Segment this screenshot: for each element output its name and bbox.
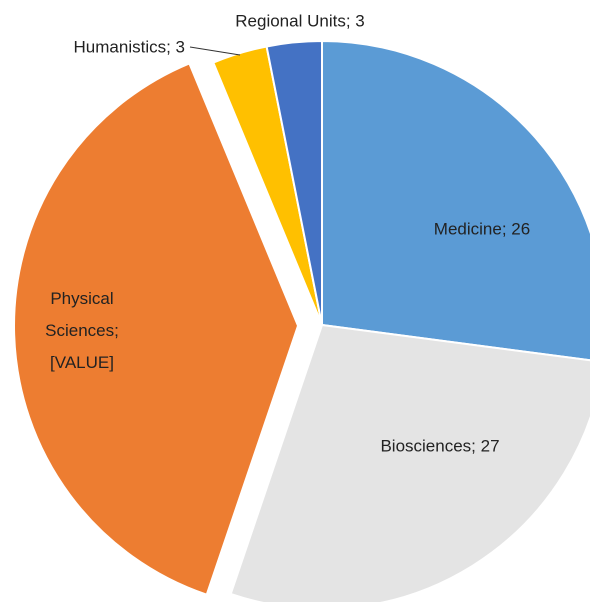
- pie-slice: [13, 62, 300, 596]
- leader-line: [189, 46, 241, 56]
- slice-label-line: Sciences;: [45, 321, 119, 340]
- slice-label: Physical Sciences; [VALUE]: [45, 289, 119, 372]
- slice-label: Biosciences; 27: [380, 436, 499, 455]
- slice-label: Regional Units; 3: [235, 11, 364, 30]
- slice-label: Humanistics; 3: [74, 37, 185, 56]
- slice-label: Medicine; 26: [434, 219, 530, 238]
- pie-slice: [265, 39, 323, 326]
- slice-label-line: [VALUE]: [50, 353, 114, 372]
- pie-slice: [229, 323, 590, 602]
- slice-label-line: Physical: [50, 289, 113, 308]
- pie-slice: [321, 39, 590, 362]
